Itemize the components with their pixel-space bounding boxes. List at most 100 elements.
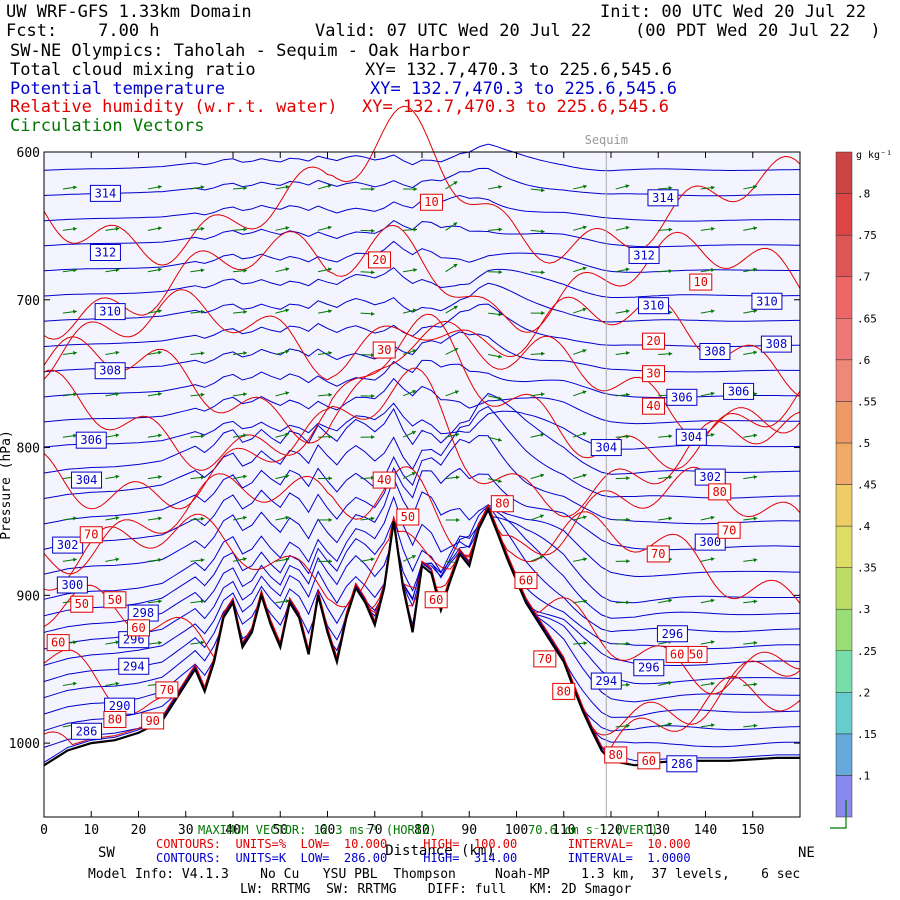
vector-head bbox=[200, 268, 205, 273]
theta-contour bbox=[43, 267, 800, 298]
vector-head bbox=[540, 473, 545, 478]
vector-head bbox=[582, 225, 587, 230]
colorbar-tick-label: .7 bbox=[857, 271, 870, 284]
theta-label-box bbox=[52, 536, 84, 554]
vector-head bbox=[158, 350, 162, 355]
theta-label: 286 bbox=[671, 757, 693, 771]
vector-head bbox=[243, 227, 247, 232]
colorbar-segment bbox=[835, 276, 853, 319]
theta-contour bbox=[43, 143, 800, 172]
rh-contour bbox=[43, 466, 801, 575]
theta-label-box bbox=[590, 672, 622, 690]
vector-head bbox=[285, 226, 290, 231]
vector-head bbox=[243, 392, 247, 397]
theta-label: 306 bbox=[728, 384, 750, 398]
rh-contour bbox=[43, 224, 801, 340]
colorbar-tick-label: .3 bbox=[857, 603, 870, 616]
colorbar-segment bbox=[835, 525, 853, 568]
rh-label: 60 bbox=[642, 754, 656, 768]
field-rh-xy: XY= 132.7,470.3 to 225.6,545.6 bbox=[362, 97, 670, 117]
reference-vector-icon bbox=[830, 800, 847, 829]
rh-label: 80 bbox=[557, 684, 571, 698]
vector-head bbox=[328, 392, 332, 397]
rh-label-box bbox=[533, 650, 557, 668]
theta-contour-info: CONTOURS: UNITS=K LOW= 286.00 HIGH= 314.… bbox=[156, 851, 691, 865]
colorbar-tick-label: .15 bbox=[857, 728, 877, 741]
x-tick-label: 110 bbox=[552, 823, 575, 838]
x-tick-label: 100 bbox=[505, 823, 528, 838]
rh-contour bbox=[43, 313, 801, 471]
vector-head bbox=[200, 185, 205, 190]
theta-contour bbox=[43, 505, 801, 619]
vector-head bbox=[370, 557, 375, 562]
theta-label-box bbox=[89, 243, 121, 261]
vector-head bbox=[73, 351, 77, 356]
rh-label: 70 bbox=[84, 528, 98, 542]
vector-head bbox=[582, 473, 587, 478]
colorbar-tick-label: .45 bbox=[857, 479, 877, 492]
vector-head bbox=[710, 268, 715, 273]
vector-head bbox=[753, 682, 758, 687]
vector-head bbox=[285, 267, 290, 272]
axes: 0 10 20 30 40 50 60 70 80 90 100 110 120 130 140 150 600… bbox=[9, 146, 800, 838]
rh-label: 20 bbox=[372, 253, 386, 267]
rh-label: 60 bbox=[670, 647, 684, 661]
theta-label: 286 bbox=[76, 724, 98, 738]
vector-head bbox=[453, 181, 458, 185]
vector-head bbox=[115, 516, 120, 521]
theta-label-box bbox=[94, 303, 126, 321]
colorbar-tick-label: .8 bbox=[857, 188, 870, 201]
vector-head bbox=[327, 267, 332, 272]
model-info: Model Info: V4.1.3 No Cu YSU PBL Thompso… bbox=[88, 867, 800, 882]
rh-label: 70 bbox=[538, 652, 552, 666]
vector-head bbox=[710, 598, 715, 603]
vector-head bbox=[454, 390, 459, 395]
vector-head bbox=[625, 351, 630, 356]
x-tick-label: 70 bbox=[367, 823, 383, 838]
colorbar-tick-label: .4 bbox=[857, 520, 871, 533]
rh-label-box bbox=[604, 746, 628, 764]
vector-head bbox=[328, 309, 332, 314]
vector-head bbox=[285, 349, 290, 354]
rh-label-box bbox=[419, 193, 443, 211]
theta-label-box bbox=[751, 292, 783, 310]
vector-head bbox=[73, 185, 77, 190]
theta-label: 310 bbox=[643, 299, 665, 313]
theta-label: 308 bbox=[766, 337, 788, 351]
theta-contour bbox=[43, 477, 800, 578]
rh-contour bbox=[43, 503, 801, 752]
theta-label-box bbox=[723, 382, 755, 400]
x-tick-label: 60 bbox=[320, 823, 336, 838]
colorbar-segment bbox=[835, 193, 853, 236]
contour-labels: 314 314 312 312 310 310 310 308 308 308 306 306 306 3… bbox=[46, 184, 792, 773]
theta-label-box bbox=[118, 657, 150, 675]
vector-head bbox=[753, 184, 758, 189]
vector-head bbox=[115, 350, 120, 355]
y-axis-label: Pressure (hPa) bbox=[0, 430, 14, 540]
colorbar-tick-label: .55 bbox=[857, 395, 877, 408]
vector-head bbox=[371, 186, 375, 192]
domain-title: UW WRF-GFS 1.33km Domain bbox=[6, 2, 252, 22]
circulation-vectors bbox=[62, 180, 758, 728]
theta-label: 304 bbox=[76, 473, 98, 487]
theta-contour bbox=[43, 240, 800, 273]
rh-contour bbox=[43, 503, 801, 608]
rh-label-box bbox=[46, 634, 70, 652]
vector-head bbox=[668, 434, 673, 439]
vector-head bbox=[157, 226, 162, 231]
vector-head bbox=[498, 227, 503, 232]
below-ground bbox=[44, 509, 800, 817]
y-tick-label: 1000 bbox=[9, 737, 40, 752]
vector-head bbox=[626, 434, 630, 439]
theta-contour bbox=[43, 219, 800, 248]
theta-label-box bbox=[628, 246, 660, 264]
vector-head bbox=[285, 391, 290, 396]
vector-head bbox=[115, 268, 120, 273]
theta-label-box bbox=[633, 659, 665, 677]
vector-head bbox=[582, 431, 587, 436]
vector-head bbox=[668, 475, 673, 480]
rh-contour-info: CONTOURS: UNITS=% LOW= 10.000 HIGH= 100.… bbox=[156, 837, 691, 851]
vector-head bbox=[625, 309, 630, 314]
colorbar-tick-label: .65 bbox=[857, 312, 877, 325]
